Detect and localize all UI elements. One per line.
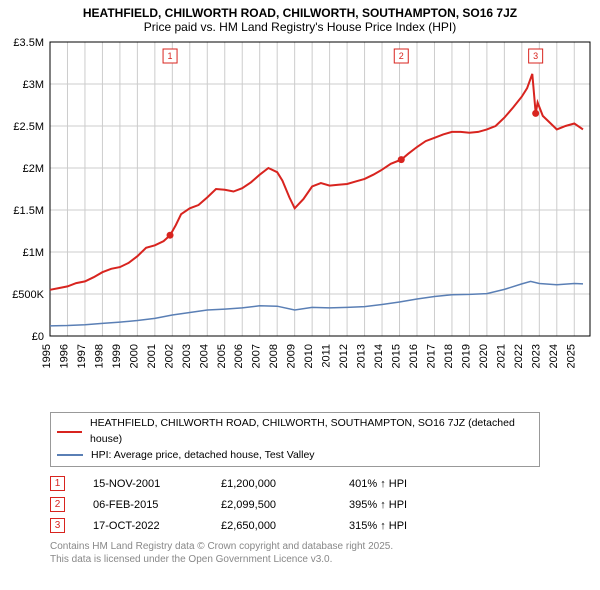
title-line-1: HEATHFIELD, CHILWORTH ROAD, CHILWORTH, S… — [10, 6, 590, 20]
y-tick-label: £1M — [23, 247, 44, 259]
marker-number: 1 — [168, 51, 173, 61]
chart-title: HEATHFIELD, CHILWORTH ROAD, CHILWORTH, S… — [0, 0, 600, 36]
y-tick-label: £500K — [12, 289, 44, 301]
legend-item: HPI: Average price, detached house, Test… — [57, 448, 533, 464]
price-chart: £0 £500K £1M £1.5M £2M £2.5M £3M £3.5M 1995 1996 1… — [0, 36, 600, 406]
marker-row-price: £1,200,000 — [221, 478, 321, 490]
marker-row-hpi: 315% ↑ HPI — [349, 520, 459, 532]
x-tick-label: 2005 — [216, 344, 228, 368]
x-tick-label: 2025 — [565, 344, 577, 368]
y-tick-label: £2.5M — [13, 121, 44, 133]
marker-row-date: 15-NOV-2001 — [93, 478, 193, 490]
marker-row: 2 06-FEB-2015 £2,099,500 395% ↑ HPI — [50, 494, 582, 515]
marker-table: 1 15-NOV-2001 £1,200,000 401% ↑ HPI 2 06-FEB-… — [50, 473, 582, 536]
footer-attribution: Contains HM Land Registry data © Crown c… — [50, 540, 582, 566]
marker-row-number: 2 — [50, 497, 65, 512]
x-tick-label: 2018 — [443, 344, 455, 368]
x-tick-label: 2015 — [391, 344, 403, 368]
x-tick-label: 2010 — [303, 344, 315, 368]
x-tick-label: 2000 — [128, 344, 140, 368]
legend-swatch — [57, 454, 83, 456]
x-tick-label: 2001 — [146, 344, 158, 368]
x-tick-label: 1995 — [41, 344, 53, 368]
x-tick-label: 1998 — [93, 344, 105, 368]
series-hpi — [50, 281, 583, 326]
marker-row-price: £2,099,500 — [221, 499, 321, 511]
marker-row: 1 15-NOV-2001 £1,200,000 401% ↑ HPI — [50, 473, 582, 494]
footer-line-1: Contains HM Land Registry data © Crown c… — [50, 540, 582, 553]
marker-row-date: 17-OCT-2022 — [93, 520, 193, 532]
legend-swatch — [57, 431, 82, 433]
title-line-2: Price paid vs. HM Land Registry's House … — [10, 20, 590, 34]
x-tick-label: 2019 — [460, 344, 472, 368]
marker-dot — [532, 110, 539, 117]
x-tick-label: 2024 — [548, 344, 560, 368]
x-tick-label: 1997 — [76, 344, 88, 368]
marker-row-price: £2,650,000 — [221, 520, 321, 532]
y-tick-label: £1.5M — [13, 205, 44, 217]
marker-row-hpi: 395% ↑ HPI — [349, 499, 459, 511]
x-tick-label: 2013 — [356, 344, 368, 368]
marker-row-number: 3 — [50, 518, 65, 533]
y-tick-label: £3.5M — [13, 37, 44, 49]
x-tick-label: 1996 — [58, 344, 70, 368]
x-tick-label: 2022 — [513, 344, 525, 368]
marker-number: 3 — [533, 51, 538, 61]
y-tick-label: £3M — [23, 79, 44, 91]
series-property — [50, 74, 583, 290]
legend-label: HPI: Average price, detached house, Test… — [91, 448, 315, 464]
x-tick-label: 2016 — [408, 344, 420, 368]
x-tick-label: 1999 — [111, 344, 123, 368]
x-tick-label: 2006 — [233, 344, 245, 368]
x-tick-label: 2021 — [495, 344, 507, 368]
x-tick-label: 2004 — [198, 344, 210, 368]
x-tick-label: 2012 — [338, 344, 350, 368]
marker-row-date: 06-FEB-2015 — [93, 499, 193, 511]
x-tick-label: 2014 — [373, 344, 385, 368]
x-tick-label: 2023 — [530, 344, 542, 368]
x-tick-label: 2020 — [478, 344, 490, 368]
x-tick-label: 2017 — [425, 344, 437, 368]
x-tick-label: 2003 — [181, 344, 193, 368]
legend-item: HEATHFIELD, CHILWORTH ROAD, CHILWORTH, S… — [57, 416, 533, 448]
marker-dot — [398, 156, 405, 163]
marker-dot — [167, 232, 174, 239]
footer-line-2: This data is licensed under the Open Gov… — [50, 553, 582, 566]
legend: HEATHFIELD, CHILWORTH ROAD, CHILWORTH, S… — [50, 412, 540, 467]
x-tick-label: 2007 — [251, 344, 263, 368]
y-tick-label: £0 — [32, 331, 44, 343]
x-tick-label: 2002 — [163, 344, 175, 368]
marker-row: 3 17-OCT-2022 £2,650,000 315% ↑ HPI — [50, 515, 582, 536]
legend-label: HEATHFIELD, CHILWORTH ROAD, CHILWORTH, S… — [90, 416, 533, 448]
x-tick-label: 2008 — [268, 344, 280, 368]
marker-row-number: 1 — [50, 476, 65, 491]
x-tick-label: 2009 — [286, 344, 298, 368]
y-tick-label: £2M — [23, 163, 44, 175]
x-tick-label: 2011 — [321, 344, 333, 368]
marker-number: 2 — [399, 51, 404, 61]
marker-row-hpi: 401% ↑ HPI — [349, 478, 459, 490]
